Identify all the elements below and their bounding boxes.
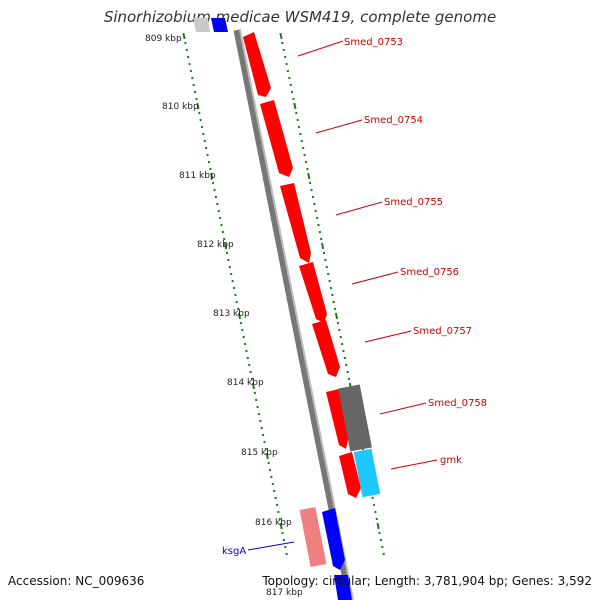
clipped-gray-feature xyxy=(193,18,210,32)
feature-track-tick xyxy=(334,312,339,320)
cds-feature-gray[interactable] xyxy=(338,384,372,452)
genome-backbone xyxy=(233,29,354,600)
leader-line-smed-0755 xyxy=(335,201,383,216)
ruler-tick xyxy=(196,102,200,110)
gene-label-ksga[interactable]: ksgA xyxy=(222,546,246,557)
gene-arrow-ksga-blue[interactable] xyxy=(322,508,345,570)
leader-line-smed-0754 xyxy=(315,119,363,134)
leader-line-smed-0756 xyxy=(351,271,399,285)
leader-line-ksga xyxy=(247,541,295,551)
tick-label: 814 kbp xyxy=(227,378,264,388)
ruler-tick xyxy=(265,452,269,460)
gene-arrow-smed-0758[interactable] xyxy=(326,389,349,449)
tick-label: 817 kbp xyxy=(266,588,303,598)
gene-arrow-smed-0756[interactable] xyxy=(299,262,327,323)
accession-text: Accession: NC_009636 xyxy=(8,574,145,588)
ruler-tick xyxy=(210,172,214,180)
ruler-tick xyxy=(224,242,228,250)
gene-label-smed-0757[interactable]: Smed_0757 xyxy=(413,326,472,337)
genome-summary-text: Topology: circular; Length: 3,781,904 bp… xyxy=(262,574,592,588)
ruler-tick xyxy=(237,312,242,320)
feature-track-tick xyxy=(279,32,283,40)
gene-arrow-smed-0753[interactable] xyxy=(243,32,271,97)
feature-track-tick xyxy=(293,102,297,110)
gene-feature-ksga-light[interactable] xyxy=(299,507,327,567)
leader-line-smed-0758 xyxy=(379,402,427,415)
gene-arrow-smed-0754[interactable] xyxy=(260,100,293,177)
ruler-tick xyxy=(279,522,283,530)
gene-label-smed-0758[interactable]: Smed_0758 xyxy=(428,398,487,409)
tick-label: 809 kbp xyxy=(145,34,182,44)
leader-line-smed-0757 xyxy=(364,330,412,343)
gene-label-smed-0756[interactable]: Smed_0756 xyxy=(400,267,459,278)
ruler-tick xyxy=(251,382,255,390)
feature-track-tick xyxy=(307,172,311,180)
clipped-blue-feature xyxy=(211,18,228,32)
ruler-tick xyxy=(182,32,186,40)
gene-label-gmk[interactable]: gmk xyxy=(440,455,462,466)
leader-line-smed-0753 xyxy=(297,40,344,57)
tick-label: 812 kbp xyxy=(197,240,234,250)
cds-feature-cyan[interactable] xyxy=(353,448,381,498)
clipped-blue-bottom xyxy=(334,575,352,600)
tick-label: 815 kbp xyxy=(241,448,278,458)
gene-arrow-smed-0757[interactable] xyxy=(312,320,340,377)
tick-label: 810 kbp xyxy=(162,102,199,112)
tick-label: 811 kbp xyxy=(179,171,216,181)
gene-label-smed-0755[interactable]: Smed_0755 xyxy=(384,197,443,208)
feature-track-tick xyxy=(321,242,325,250)
gene-arrow-smed-0755[interactable] xyxy=(280,183,311,263)
feature-track-tick xyxy=(376,522,380,530)
tick-label: 816 kbp xyxy=(255,518,292,528)
genome-backbone-highlight xyxy=(239,29,354,600)
gene-label-smed-0754[interactable]: Smed_0754 xyxy=(364,115,423,126)
tick-label: 813 kbp xyxy=(213,309,250,319)
leader-line-gmk xyxy=(390,459,438,470)
gene-label-smed-0753[interactable]: Smed_0753 xyxy=(344,37,403,48)
gene-arrow-gmk[interactable] xyxy=(339,452,361,498)
